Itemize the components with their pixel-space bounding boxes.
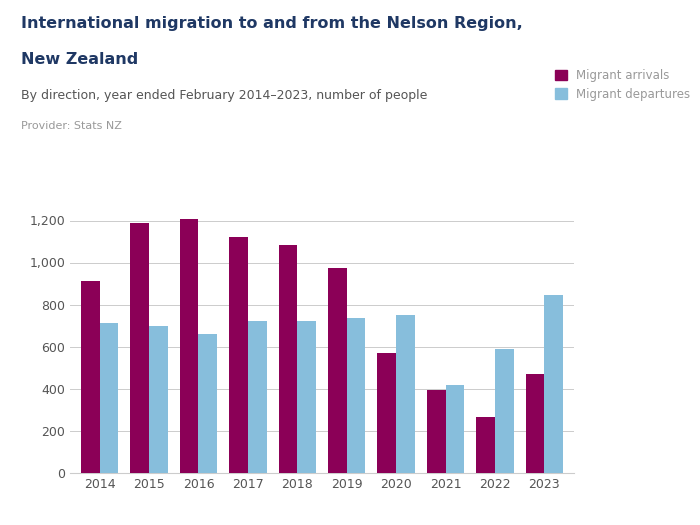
Bar: [81, 281, 99, 472]
Bar: [346, 318, 365, 472]
Text: Provider: Stats NZ: Provider: Stats NZ: [21, 121, 122, 131]
Bar: [495, 349, 514, 472]
Bar: [279, 245, 298, 472]
Text: By direction, year ended February 2014–2023, number of people: By direction, year ended February 2014–2…: [21, 89, 428, 102]
Bar: [199, 334, 217, 472]
Bar: [427, 390, 445, 472]
Bar: [298, 321, 316, 472]
Bar: [328, 268, 346, 472]
Text: New Zealand: New Zealand: [21, 52, 139, 68]
Legend: Migrant arrivals, Migrant departures: Migrant arrivals, Migrant departures: [555, 69, 691, 101]
Bar: [130, 223, 149, 472]
Bar: [377, 353, 396, 472]
Text: figure.nz: figure.nz: [587, 23, 672, 40]
Bar: [445, 385, 464, 472]
Bar: [526, 374, 545, 472]
Bar: [476, 417, 495, 472]
Text: International migration to and from the Nelson Region,: International migration to and from the …: [21, 16, 523, 31]
Bar: [99, 323, 118, 472]
Bar: [396, 315, 415, 472]
Bar: [180, 219, 199, 472]
Bar: [149, 326, 168, 472]
Bar: [248, 321, 267, 472]
Bar: [545, 295, 563, 472]
Bar: [229, 237, 248, 472]
